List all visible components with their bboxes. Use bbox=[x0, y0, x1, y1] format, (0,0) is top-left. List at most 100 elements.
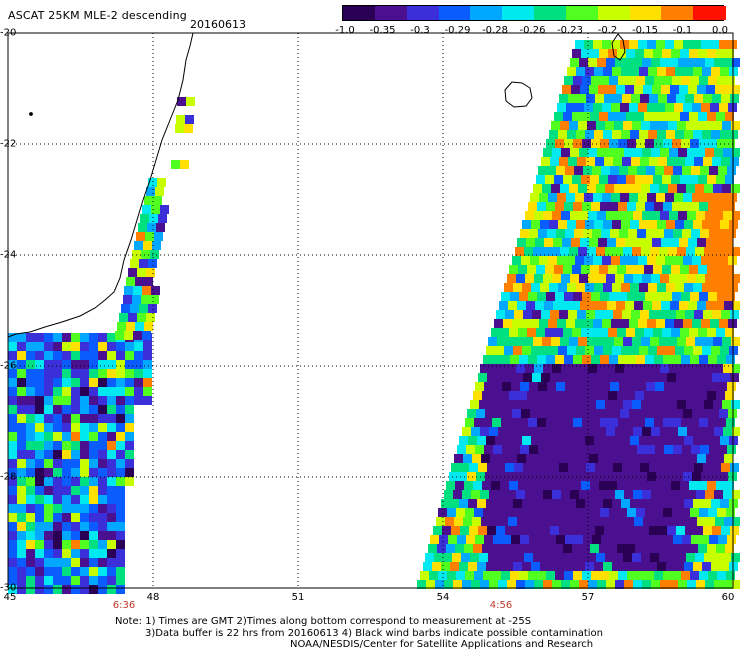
swath-cell bbox=[656, 103, 665, 112]
swath-cell bbox=[35, 387, 44, 396]
swath-cell bbox=[134, 351, 143, 360]
swath-cell bbox=[693, 562, 702, 571]
swath-cell bbox=[602, 256, 611, 265]
swath-cell bbox=[628, 535, 637, 544]
swath-cell bbox=[578, 121, 587, 130]
swath-cell bbox=[712, 463, 721, 472]
swath-cell bbox=[574, 229, 583, 238]
swath-cell bbox=[486, 562, 495, 571]
swath-cell bbox=[528, 355, 537, 364]
swath-cell bbox=[658, 157, 667, 166]
swath-cell bbox=[582, 508, 591, 517]
swath-cell bbox=[692, 103, 701, 112]
swath-cell bbox=[577, 373, 586, 382]
swath-cell bbox=[664, 535, 673, 544]
swath-cell bbox=[89, 549, 98, 558]
swath-cell bbox=[71, 576, 80, 585]
swath-cell bbox=[665, 40, 674, 49]
swath-cell bbox=[17, 414, 26, 423]
swath-cell bbox=[26, 432, 35, 441]
swath-cell bbox=[603, 499, 612, 508]
swath-cell bbox=[466, 445, 475, 454]
swath-cell bbox=[35, 423, 44, 432]
swath-cell bbox=[717, 571, 726, 580]
swath-cell bbox=[696, 211, 705, 220]
colorbar-label: -0.3 bbox=[410, 25, 430, 36]
swath-cell bbox=[547, 445, 556, 454]
swath-cell bbox=[35, 468, 44, 477]
swath-cell bbox=[567, 436, 576, 445]
swath-cell bbox=[148, 178, 157, 187]
swath-cell bbox=[661, 85, 670, 94]
swath-cell bbox=[699, 571, 708, 580]
swath-cell bbox=[637, 445, 646, 454]
swath-cell bbox=[151, 205, 160, 214]
swath-cell bbox=[35, 396, 44, 405]
swath-cell bbox=[597, 274, 606, 283]
swath-cell bbox=[694, 310, 703, 319]
swath-cell bbox=[540, 499, 549, 508]
swath-cell bbox=[89, 441, 98, 450]
swath-cell bbox=[481, 517, 490, 526]
swath-cell bbox=[44, 567, 53, 576]
swath-cell bbox=[687, 274, 696, 283]
swath-cell bbox=[477, 562, 486, 571]
swath-cell bbox=[80, 486, 89, 495]
swath-cell bbox=[717, 76, 726, 85]
swath-cell bbox=[705, 364, 714, 373]
swath-cell bbox=[533, 553, 542, 562]
swath-cell bbox=[505, 463, 514, 472]
swath-cell bbox=[612, 67, 621, 76]
swath-cell bbox=[610, 229, 619, 238]
swath-cell bbox=[116, 576, 125, 585]
swath-cell bbox=[565, 382, 574, 391]
swath-cell bbox=[721, 463, 730, 472]
swath-cell bbox=[720, 130, 729, 139]
swath-cell bbox=[550, 310, 559, 319]
swath-cell bbox=[507, 274, 516, 283]
swath-cell bbox=[652, 238, 661, 247]
swath-cell bbox=[645, 292, 654, 301]
swath-cell bbox=[682, 382, 691, 391]
swath-cell bbox=[579, 364, 588, 373]
swath-cell bbox=[690, 418, 699, 427]
swath-cell bbox=[505, 310, 514, 319]
swath-cell bbox=[653, 544, 662, 553]
swath-cell bbox=[575, 409, 584, 418]
swath-cell bbox=[560, 337, 569, 346]
swath-cell bbox=[107, 396, 116, 405]
swath-cell bbox=[562, 238, 571, 247]
swath-cell bbox=[671, 112, 680, 121]
swath-cell bbox=[525, 211, 534, 220]
swath-cell bbox=[577, 526, 586, 535]
swath-cell bbox=[471, 490, 480, 499]
swath-cell bbox=[644, 481, 653, 490]
swath-cell bbox=[475, 445, 484, 454]
swath-cell bbox=[642, 211, 651, 220]
swath-cell bbox=[494, 409, 503, 418]
swath-cell bbox=[629, 193, 638, 202]
swath-cell bbox=[656, 409, 665, 418]
swath-cell bbox=[633, 274, 642, 283]
swath-cell bbox=[716, 175, 725, 184]
swath-cell bbox=[451, 526, 460, 535]
swath-cell bbox=[706, 517, 715, 526]
swath-cell bbox=[140, 214, 149, 223]
swath-cell bbox=[98, 342, 107, 351]
swath-cell bbox=[8, 585, 17, 594]
swath-cell bbox=[628, 229, 637, 238]
swath-cell bbox=[644, 112, 653, 121]
swath-cell bbox=[621, 499, 630, 508]
swath-cell bbox=[35, 522, 44, 531]
swath-cell bbox=[668, 184, 677, 193]
swath-cell bbox=[681, 292, 690, 301]
swath-cell bbox=[545, 265, 554, 274]
swath-cell bbox=[627, 76, 636, 85]
swath-cell bbox=[732, 364, 740, 373]
swath-cell bbox=[26, 540, 35, 549]
swath-cell bbox=[617, 391, 626, 400]
swath-cell bbox=[599, 328, 608, 337]
swath-cell bbox=[450, 499, 459, 508]
swath-cell bbox=[644, 265, 653, 274]
swath-cell bbox=[696, 364, 705, 373]
